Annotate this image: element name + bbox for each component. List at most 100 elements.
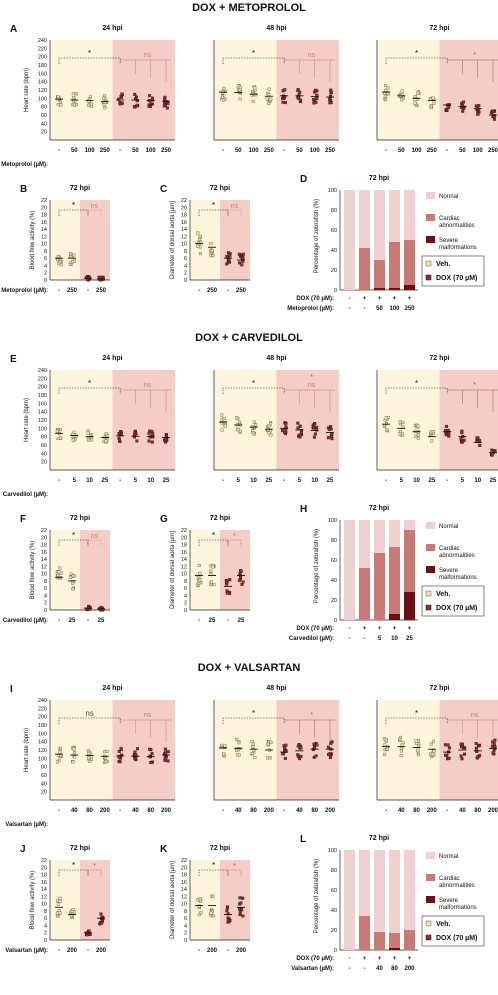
x-tick-label: -	[364, 966, 366, 972]
y-tick-label: 14	[41, 887, 47, 893]
y-tick-label: 22	[181, 528, 187, 534]
x-tick-label: -	[58, 948, 60, 954]
y-tick-label: 6	[44, 586, 47, 592]
significance-mark: ns	[144, 382, 152, 389]
data-point	[400, 98, 404, 102]
x-tick-label: -	[385, 148, 387, 154]
small-drug-row-label: Valsartan (µM):	[5, 948, 48, 954]
dox-background	[439, 370, 498, 470]
comparison-bracket	[58, 57, 121, 64]
data-point	[221, 95, 225, 99]
x-tick-label: -	[222, 148, 224, 154]
y-tick-label: 14	[181, 227, 187, 233]
x-tick-label: 250	[488, 148, 498, 154]
data-point	[383, 743, 387, 747]
data-point	[102, 96, 106, 100]
panel-time-title: 72 hpi	[210, 515, 230, 522]
data-point	[312, 435, 316, 439]
data-point	[119, 746, 123, 750]
panel-time-title: 72 hpi	[210, 185, 230, 192]
x-tick-label: 5	[461, 478, 465, 484]
data-point	[236, 84, 240, 88]
data-point	[56, 902, 60, 906]
y-tick-label: 60	[331, 558, 337, 564]
data-point	[166, 101, 170, 105]
y-tick-label: 120	[38, 748, 47, 754]
panel-time-title: 72 hpi	[70, 515, 90, 522]
data-point	[164, 433, 168, 437]
significance-mark: *	[252, 709, 255, 718]
y-tick-label: 6	[184, 916, 187, 922]
data-point	[398, 420, 402, 424]
legend-label: abnormalities	[439, 223, 475, 229]
data-point	[241, 896, 245, 900]
legend-box	[421, 585, 485, 617]
data-point	[250, 90, 254, 94]
x-tick-label: +	[363, 626, 367, 632]
x-tick-label: -	[119, 478, 121, 484]
data-point	[211, 894, 215, 898]
y-tick-label: 18	[41, 873, 47, 879]
data-point	[223, 424, 227, 428]
y-tick-label: 8	[44, 579, 47, 585]
legend-dox-marker	[425, 274, 432, 281]
panel-letter: E	[10, 354, 17, 365]
x-tick-label: 10	[147, 478, 154, 484]
comparison-bracket	[227, 209, 242, 216]
x-tick-label: 80	[474, 808, 481, 814]
data-point	[266, 742, 270, 746]
y-tick-label: 40	[331, 248, 337, 254]
y-tick-label: 18	[41, 213, 47, 219]
data-point	[330, 432, 334, 436]
data-point	[163, 437, 167, 441]
data-point	[250, 752, 254, 756]
x-tick-label: -	[227, 288, 229, 294]
x-tick-label: 200	[236, 948, 247, 954]
veh-background	[214, 40, 277, 140]
data-point	[103, 750, 107, 754]
y-tick-label: 40	[331, 908, 337, 914]
data-point	[413, 101, 417, 105]
veh-background	[377, 40, 440, 140]
data-point	[385, 747, 389, 751]
x-tick-label: 250	[67, 288, 78, 294]
y-tick-label: 8	[184, 249, 187, 255]
data-point	[135, 99, 139, 103]
x-tick-label: +	[378, 296, 382, 302]
data-point	[227, 258, 231, 262]
panel-letter: A	[10, 24, 17, 35]
data-point	[235, 737, 239, 741]
data-point	[313, 432, 317, 436]
bar-normal	[389, 190, 400, 290]
data-point	[296, 88, 300, 92]
y-tick-label: 20	[181, 535, 187, 541]
x-tick-label: 200	[207, 948, 218, 954]
data-point	[429, 104, 433, 108]
data-point	[385, 428, 389, 432]
y-tick-label: 80	[41, 435, 47, 441]
data-point	[267, 431, 271, 435]
data-point	[86, 749, 90, 753]
data-point	[132, 105, 136, 109]
data-point	[226, 912, 230, 916]
x-tick-label: 250	[236, 288, 247, 294]
x-tick-label: -	[58, 808, 60, 814]
data-point	[327, 752, 331, 756]
bar-normal	[374, 190, 385, 290]
data-point	[328, 755, 332, 759]
data-point	[386, 86, 390, 90]
data-point	[87, 103, 91, 107]
x-tick-label: -	[58, 288, 60, 294]
x-tick-label: 25	[69, 618, 76, 624]
data-point	[58, 260, 62, 264]
y-tick-label: 10	[41, 572, 47, 578]
x-tick-label: 200	[96, 948, 107, 954]
veh-background	[190, 860, 220, 940]
data-point	[149, 101, 153, 105]
data-point	[298, 98, 302, 102]
y-tick-label: 6	[184, 586, 187, 592]
data-point	[299, 429, 303, 433]
data-point	[239, 901, 243, 905]
data-point	[209, 242, 213, 246]
data-point	[220, 418, 224, 422]
